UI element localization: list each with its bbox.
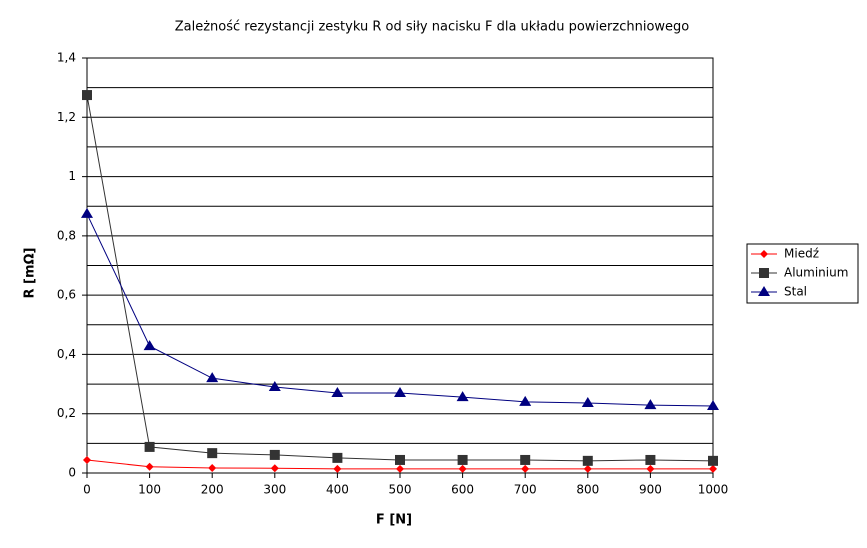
y-tick-label: 0,8 (57, 228, 76, 242)
marker (759, 268, 769, 278)
marker (208, 463, 217, 472)
x-tick-label: 0 (83, 483, 91, 497)
marker (646, 464, 655, 473)
marker (333, 464, 342, 473)
marker (82, 90, 92, 101)
x-tick-label: 300 (263, 483, 286, 497)
marker (520, 454, 531, 465)
marker (758, 286, 770, 296)
y-tick-label: 0,4 (57, 347, 76, 361)
marker (143, 340, 156, 351)
x-axis-title: F [N] (376, 513, 412, 528)
marker (207, 448, 218, 459)
marker (645, 454, 656, 465)
marker (332, 452, 343, 463)
x-tick-label: 400 (326, 483, 349, 497)
x-tick-label: 900 (639, 483, 662, 497)
x-tick-label: 600 (451, 483, 474, 497)
marker (83, 455, 91, 464)
x-tick-label: 1000 (698, 483, 729, 497)
x-tick-label: 700 (514, 483, 537, 497)
legend-label: Stal (784, 285, 807, 299)
marker (331, 386, 344, 397)
marker (144, 441, 155, 452)
x-tick-label: 500 (389, 483, 412, 497)
y-tick-label: 0,6 (57, 288, 76, 302)
marker (709, 464, 717, 473)
marker (583, 464, 592, 473)
marker (521, 464, 530, 473)
marker (707, 400, 719, 411)
marker (145, 462, 154, 471)
marker (81, 207, 93, 218)
marker (394, 386, 406, 397)
marker (206, 372, 219, 383)
marker (458, 464, 467, 473)
series-line (86, 94, 714, 462)
marker (268, 381, 281, 392)
marker (582, 455, 593, 466)
x-tick-label: 100 (138, 483, 161, 497)
marker (760, 250, 768, 258)
y-axis-title: R [mΩ] (23, 247, 38, 298)
marker (708, 455, 718, 466)
y-tick-label: 0,2 (57, 406, 76, 420)
marker (456, 391, 469, 402)
marker (457, 454, 468, 465)
y-tick-label: 0 (68, 466, 76, 480)
marker (644, 399, 657, 410)
chart-title: Zależność rezystancji zestyku R od siły … (175, 20, 690, 35)
y-tick-label: 1 (68, 169, 76, 183)
y-tick-label: 1,2 (57, 110, 76, 124)
marker (396, 464, 404, 473)
x-tick-label: 800 (576, 483, 599, 497)
marker (270, 464, 279, 473)
series-line (86, 213, 714, 407)
legend-label: Aluminium (784, 266, 848, 280)
y-tick-label: 1,4 (57, 51, 76, 65)
marker (519, 395, 532, 406)
marker (269, 449, 280, 460)
legend-label: Miedź (784, 247, 819, 261)
marker (581, 397, 594, 408)
marker (395, 454, 405, 465)
x-tick-label: 200 (201, 483, 224, 497)
